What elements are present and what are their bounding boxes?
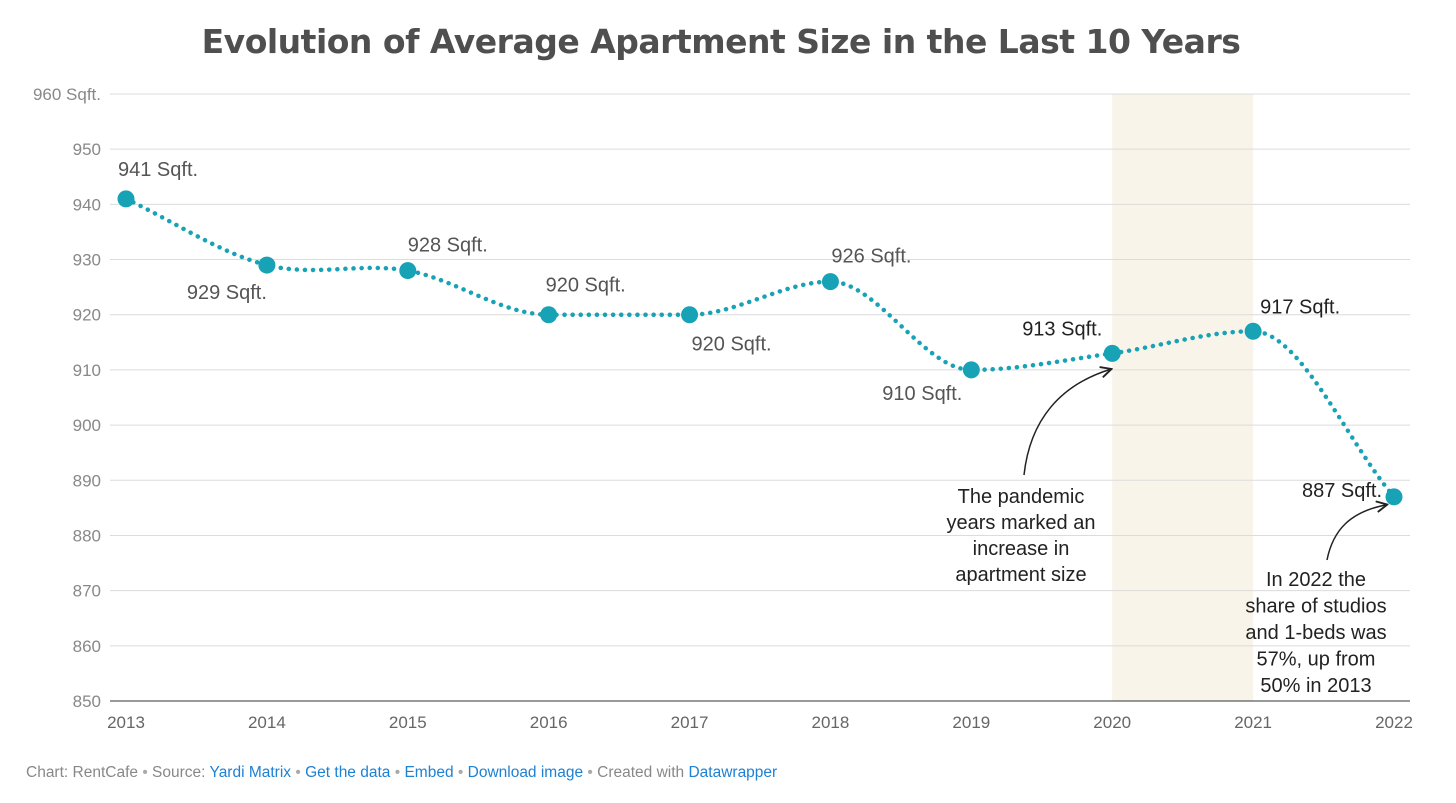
- data-labels: 941 Sqft. 929 Sqft. 928 Sqft. 920 Sqft. 920 …: [118, 159, 1382, 502]
- annotation-2022: In 2022 the share of studios and 1-beds wa…: [1245, 569, 1386, 697]
- annotations: The pandemic years marked an increase in ap…: [947, 369, 1387, 697]
- data-label: 941 Sqft.: [118, 159, 198, 181]
- data-label: 913 Sqft.: [1022, 318, 1102, 340]
- x-tick-label: 2020: [1093, 713, 1131, 732]
- footer-separator: •: [394, 764, 405, 781]
- data-point: [1244, 322, 1262, 340]
- annotation-arrow-2022: [1326, 505, 1386, 561]
- data-point: [258, 256, 276, 274]
- y-axis-ticks: 850 860 870 880 890 900 910 920 930 940 950 960 Sqf…: [33, 85, 101, 711]
- y-tick-label: 960 Sqft.: [33, 85, 101, 104]
- footer-separator: •: [587, 764, 598, 781]
- embed-link[interactable]: Embed: [404, 764, 454, 781]
- x-tick-label: 2017: [671, 713, 709, 732]
- x-tick-label: 2015: [389, 713, 427, 732]
- line-chart: 850 860 870 880 890 900 910 920 930 940 950 960 Sqf…: [33, 85, 1413, 732]
- source-link[interactable]: Yardi Matrix: [209, 764, 292, 781]
- download-image-link[interactable]: Download image: [467, 764, 584, 781]
- footer-separator: •: [142, 764, 153, 781]
- data-point: [540, 306, 558, 324]
- x-tick-label: 2019: [952, 713, 990, 732]
- data-point: [821, 273, 839, 291]
- datawrapper-link[interactable]: Datawrapper: [688, 764, 778, 781]
- data-label: 928 Sqft.: [408, 235, 488, 257]
- x-tick-label: 2018: [812, 713, 850, 732]
- data-point: [681, 306, 699, 324]
- annotation-pandemic: The pandemic years marked an increase in ap…: [947, 486, 1096, 586]
- x-tick-label: 2022: [1375, 713, 1413, 732]
- data-label: 910 Sqft.: [882, 383, 962, 405]
- highlight-layer: [1112, 94, 1254, 701]
- data-label: 920 Sqft.: [692, 334, 772, 356]
- y-tick-label: 850: [73, 692, 101, 711]
- footer-created-prefix: Created with: [597, 764, 685, 781]
- y-tick-label: 910: [73, 361, 101, 380]
- annotation-arrow-pandemic: [1023, 369, 1110, 476]
- data-point: [399, 262, 417, 280]
- x-tick-label: 2021: [1234, 713, 1272, 732]
- y-tick-label: 870: [73, 582, 101, 601]
- footer-source-prefix: Source:: [152, 764, 206, 781]
- y-tick-label: 940: [73, 195, 101, 214]
- x-tick-label: 2013: [107, 713, 145, 732]
- data-label: 929 Sqft.: [187, 282, 267, 304]
- data-label: 917 Sqft.: [1260, 296, 1340, 318]
- y-tick-label: 890: [73, 471, 101, 490]
- x-axis-ticks: 2013 2014 2015 2016 2017 2018 2019 2020 2021 2022: [107, 713, 1413, 732]
- y-tick-label: 930: [73, 251, 101, 270]
- y-tick-label: 900: [73, 416, 101, 435]
- y-tick-label: 920: [73, 306, 101, 325]
- footer-separator: •: [295, 764, 306, 781]
- x-tick-label: 2014: [248, 713, 286, 732]
- y-tick-label: 950: [73, 140, 101, 159]
- data-points: [117, 190, 1403, 506]
- get-data-link[interactable]: Get the data: [305, 764, 391, 781]
- data-point: [1385, 488, 1403, 506]
- x-tick-label: 2016: [530, 713, 568, 732]
- data-point: [962, 361, 980, 379]
- data-point: [117, 190, 135, 208]
- series-line-path: [123, 196, 1397, 500]
- data-label: 926 Sqft.: [831, 246, 911, 268]
- y-tick-label: 860: [73, 637, 101, 656]
- data-label: 920 Sqft.: [546, 275, 626, 297]
- footer-chart-credit: Chart: RentCafe: [26, 764, 138, 781]
- chart-title: Evolution of Average Apartment Size in t…: [201, 22, 1241, 61]
- footer-separator: •: [457, 764, 468, 781]
- gridlines: [110, 93, 1410, 702]
- data-label: 887 Sqft.: [1302, 480, 1382, 502]
- y-tick-label: 880: [73, 526, 101, 545]
- highlight-band-pandemic: [1112, 94, 1254, 701]
- chart-footer: Chart: RentCafe • Source: Yardi Matrix •…: [26, 764, 777, 782]
- data-point: [1103, 344, 1121, 362]
- series-line: [123, 196, 1397, 500]
